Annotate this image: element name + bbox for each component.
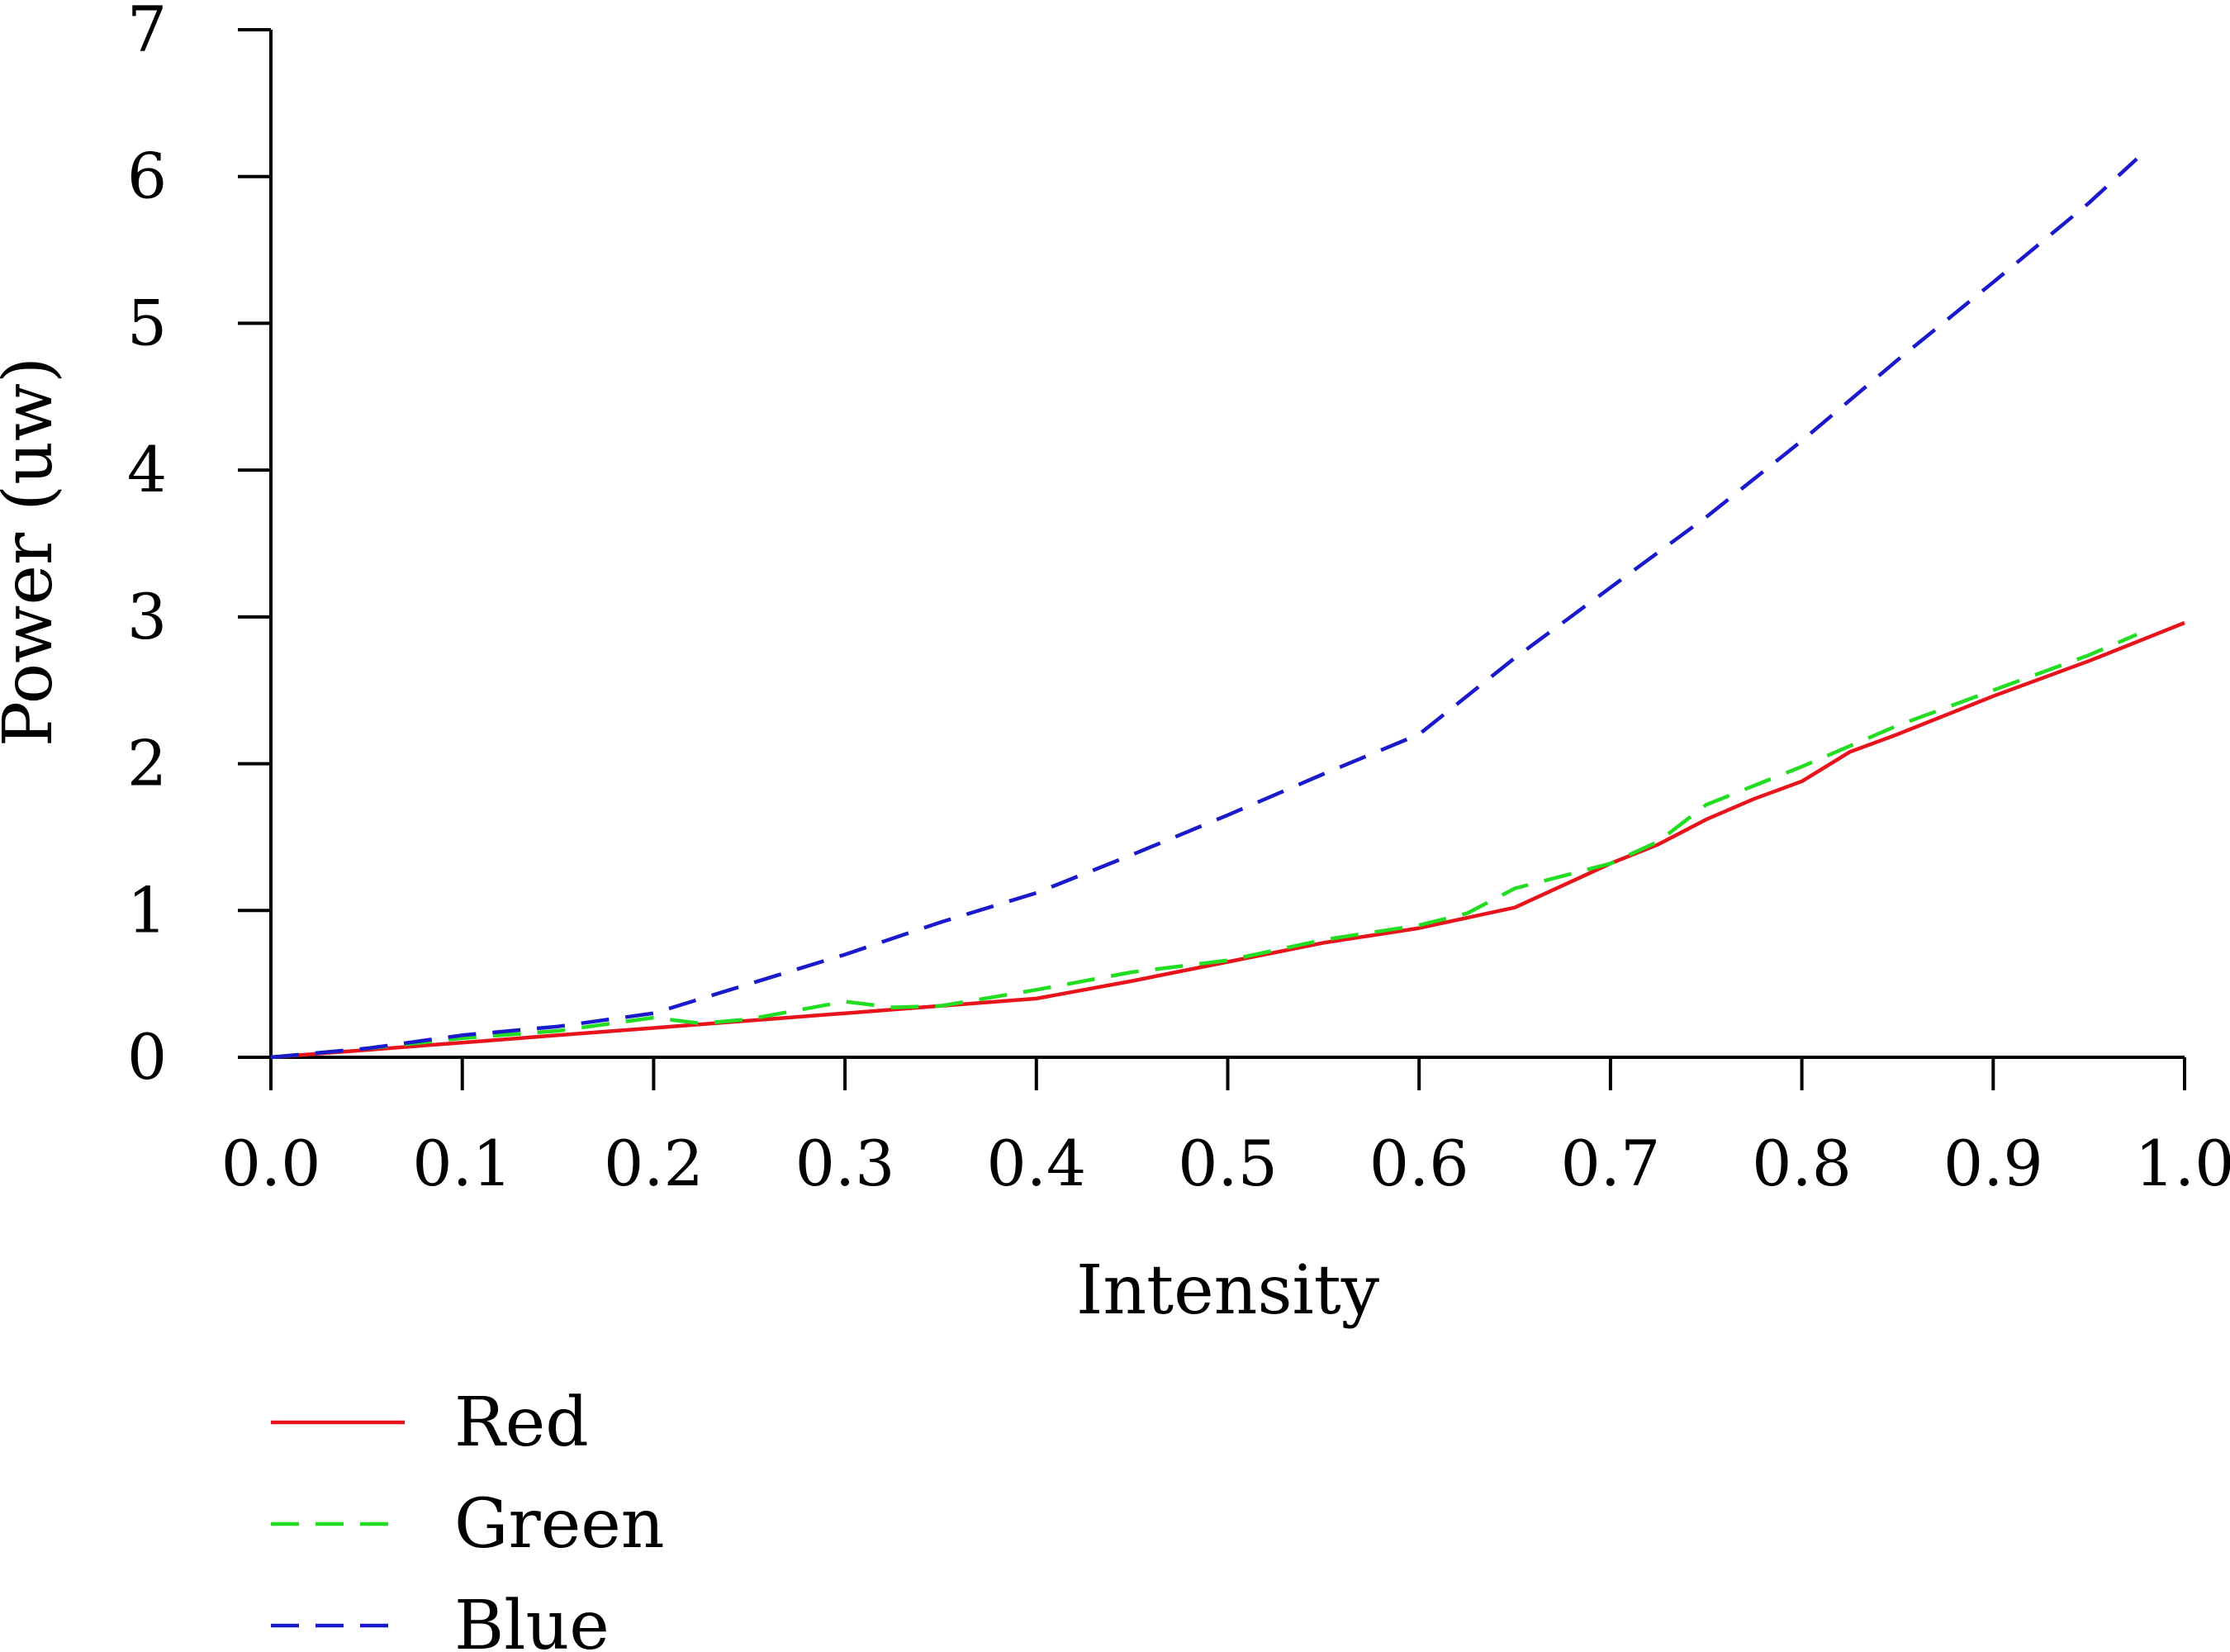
x-tick-label: 0.5 xyxy=(1178,1127,1278,1200)
axes: 0 1 2 3 4 5 6 7 0.0 0.1 0.2 0.3 0.4 0.5 0.6 0.7 0.8 0.9 1.… xyxy=(127,0,2230,1200)
x-tick-label: 1.0 xyxy=(2135,1127,2230,1200)
x-tick-label: 0.3 xyxy=(795,1127,895,1200)
legend-label-blue: Blue xyxy=(454,1587,610,1652)
x-tick-label: 0.2 xyxy=(604,1127,704,1200)
y-tick-label: 5 xyxy=(127,286,167,359)
y-tick-label: 2 xyxy=(127,727,167,800)
legend-label-red: Red xyxy=(454,1384,589,1462)
plot-series xyxy=(270,157,2185,1060)
series-line-red xyxy=(270,620,2185,1060)
x-tick-label: 0.4 xyxy=(986,1127,1086,1200)
series-line-blue xyxy=(270,157,2138,1060)
x-tick-label: 0.1 xyxy=(412,1127,512,1200)
series-line-green xyxy=(270,633,2137,1060)
y-tick-label: 7 xyxy=(127,0,167,66)
y-tick-label: 0 xyxy=(127,1020,167,1094)
x-tick-label: 0.0 xyxy=(221,1127,321,1200)
y-axis-label: Power (uw) xyxy=(0,357,68,747)
y-tick-label: 6 xyxy=(127,140,167,213)
x-tick-label: 0.6 xyxy=(1369,1127,1469,1200)
y-tick-label: 4 xyxy=(127,433,167,506)
legend-label-green: Green xyxy=(454,1485,665,1564)
x-tick-label: 0.7 xyxy=(1560,1127,1660,1200)
x-axis-label: Intensity xyxy=(1076,1251,1380,1330)
x-tick-label: 0.8 xyxy=(1752,1127,1852,1200)
y-tick-label: 3 xyxy=(127,580,167,653)
legend: Red Green Blue xyxy=(271,1384,665,1652)
x-tick-label: 0.9 xyxy=(1943,1127,2043,1200)
y-tick-label: 1 xyxy=(127,873,167,947)
